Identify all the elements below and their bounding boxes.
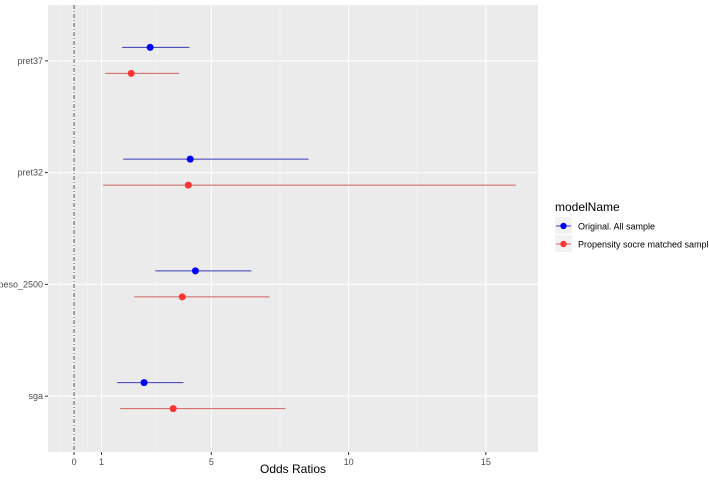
estimate-point-sga [140,379,148,387]
x-axis-label: Odds Ratios [260,462,326,476]
legend-key-point [560,240,567,248]
estimate-point-pret32 [184,181,192,189]
x-tick-label: 5 [209,457,214,467]
estimate-point-peso_2500 [178,293,186,301]
legend-key-point [560,222,567,230]
estimate-point-peso_2500 [191,267,199,275]
x-tick-label: 0 [72,457,77,467]
y-tick-label-pret32: pret32 [17,168,43,178]
legend: modelName Original. All sample Propensity… [555,200,709,252]
x-tick-label: 15 [481,457,491,467]
estimate-point-sga [169,405,177,413]
estimate-point-pret32 [186,155,194,163]
legend-label: Original. All sample [578,222,655,232]
legend-title: modelName [555,200,620,214]
estimate-point-pret37 [146,43,154,51]
x-tick-label: 10 [344,457,354,467]
y-tick-label-peso_2500: peso_2500 [0,279,43,289]
x-tick-label: 1 [99,457,104,467]
y-tick-label-sga: sga [28,391,43,401]
y-tick-label-pret37: pret37 [17,56,43,66]
legend-label: Propensity socre matched sample [578,240,709,250]
estimate-point-pret37 [127,69,135,77]
plot-panel [48,5,538,452]
chart-marks [73,5,517,452]
